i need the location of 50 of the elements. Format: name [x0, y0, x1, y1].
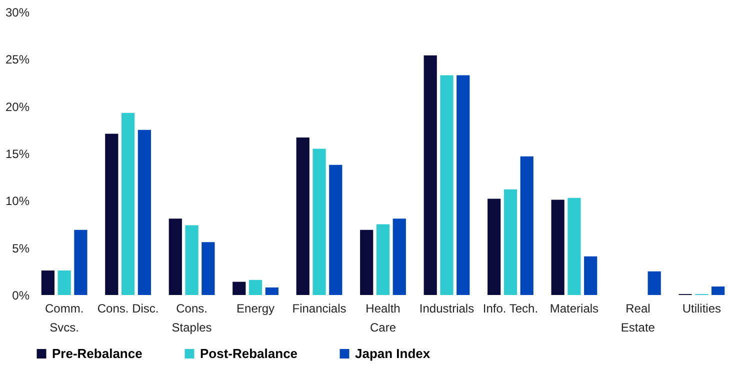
y-tick-label: 5%: [12, 241, 30, 256]
bar: [138, 130, 151, 295]
bar: [265, 287, 278, 295]
bar: [248, 280, 262, 295]
x-tick-label: Materials: [550, 302, 599, 316]
bar: [376, 224, 390, 295]
bar: [424, 55, 437, 295]
bar: [202, 242, 215, 295]
bar: [168, 218, 182, 295]
bar: [296, 137, 310, 295]
x-tick-label: Financials: [292, 302, 346, 316]
bar: [504, 189, 518, 295]
x-tick-label: Health Care: [366, 302, 400, 334]
bar: [329, 164, 342, 295]
x-tick-label: Industrials: [419, 302, 474, 316]
bar: [74, 230, 88, 295]
bar: [488, 198, 501, 295]
y-tick-label: 15%: [5, 147, 30, 161]
bar: [584, 256, 598, 295]
y-tick-label: 25%: [5, 52, 30, 67]
bar: [122, 112, 135, 295]
bar: [648, 271, 661, 295]
bar: [456, 75, 470, 295]
bar: [58, 270, 71, 295]
x-tick-label: Comm. Svcs.: [44, 302, 84, 334]
x-tick-label: Info. Tech.: [482, 302, 538, 316]
bar: [232, 282, 246, 295]
x-tick-label: Cons. Staples: [172, 302, 212, 334]
bar: [185, 225, 198, 295]
bar: [105, 134, 118, 295]
bar: [41, 270, 54, 295]
bar: [712, 286, 725, 295]
x-tick-label: Utilities: [682, 302, 722, 316]
bar: [360, 230, 374, 295]
y-tick-label: 20%: [5, 100, 30, 114]
x-tick-label: Real Estate: [620, 302, 656, 334]
y-tick-label: 30%: [5, 6, 30, 20]
bar: [312, 148, 326, 295]
bar: [520, 156, 534, 295]
y-tick-label: 0%: [12, 288, 30, 302]
bar: [392, 218, 406, 295]
legend-label: Japan Index: [355, 346, 431, 361]
legend-label: Pre-Rebalance: [52, 346, 142, 361]
y-tick-label: 10%: [5, 194, 30, 208]
legend-label: Post-Rebalance: [200, 346, 298, 361]
bar: [440, 75, 454, 295]
x-tick-label: Cons. Disc.: [97, 302, 159, 316]
x-tick-label: Energy: [236, 302, 275, 316]
bar: [551, 200, 564, 295]
bar: [568, 198, 581, 295]
